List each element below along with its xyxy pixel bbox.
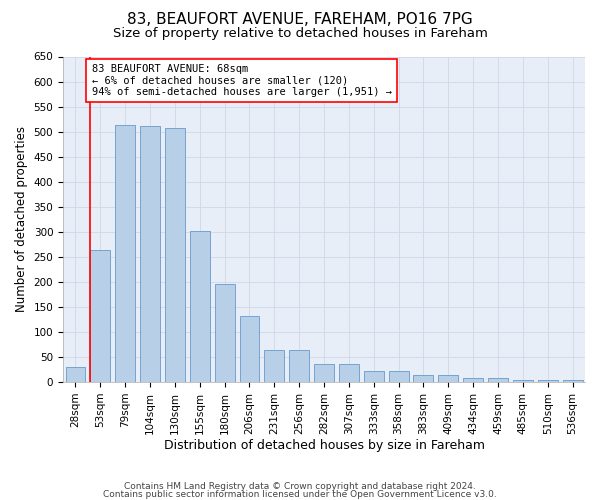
- Bar: [215, 284, 235, 382]
- Bar: [513, 380, 533, 382]
- Bar: [339, 364, 359, 382]
- Text: Size of property relative to detached houses in Fareham: Size of property relative to detached ho…: [113, 28, 487, 40]
- Text: Contains HM Land Registry data © Crown copyright and database right 2024.: Contains HM Land Registry data © Crown c…: [124, 482, 476, 491]
- Y-axis label: Number of detached properties: Number of detached properties: [15, 126, 28, 312]
- Bar: [91, 250, 110, 382]
- X-axis label: Distribution of detached houses by size in Fareham: Distribution of detached houses by size …: [164, 440, 485, 452]
- Text: 83, BEAUFORT AVENUE, FAREHAM, PO16 7PG: 83, BEAUFORT AVENUE, FAREHAM, PO16 7PG: [127, 12, 473, 28]
- Bar: [563, 380, 583, 382]
- Bar: [463, 378, 483, 382]
- Bar: [140, 126, 160, 382]
- Bar: [190, 232, 209, 382]
- Bar: [364, 371, 383, 382]
- Bar: [488, 378, 508, 382]
- Bar: [239, 316, 259, 382]
- Text: 83 BEAUFORT AVENUE: 68sqm
← 6% of detached houses are smaller (120)
94% of semi-: 83 BEAUFORT AVENUE: 68sqm ← 6% of detach…: [92, 64, 392, 97]
- Bar: [289, 350, 309, 382]
- Bar: [538, 380, 557, 382]
- Bar: [265, 350, 284, 382]
- Bar: [165, 128, 185, 382]
- Bar: [413, 375, 433, 382]
- Bar: [115, 125, 135, 382]
- Bar: [439, 375, 458, 382]
- Bar: [389, 371, 409, 382]
- Bar: [314, 364, 334, 382]
- Text: Contains public sector information licensed under the Open Government Licence v3: Contains public sector information licen…: [103, 490, 497, 499]
- Bar: [65, 367, 85, 382]
